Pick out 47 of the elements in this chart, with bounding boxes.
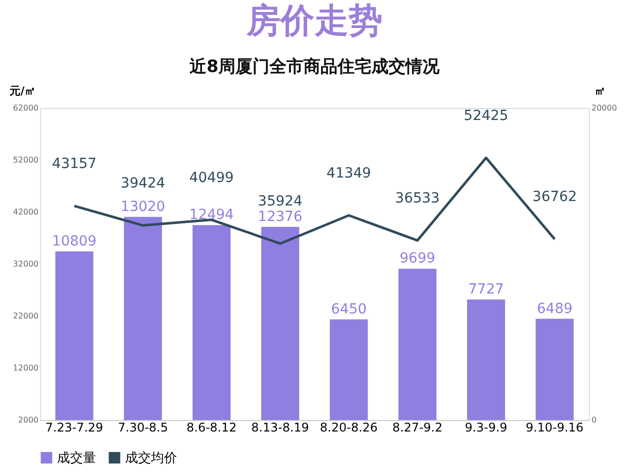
legend-label: 成交量 <box>57 450 96 466</box>
data-label: 41349 <box>326 165 372 182</box>
x-tick-label: 8.6-8.12 <box>186 420 237 434</box>
data-label: 7727 <box>468 281 504 298</box>
x-tick-label: 8.20-8.26 <box>320 420 378 434</box>
data-label: 43157 <box>52 156 97 172</box>
data-label: 36533 <box>395 190 440 206</box>
x-tick-label: 9.10-9.16 <box>526 420 584 434</box>
data-label: 6450 <box>330 301 367 318</box>
data-label: 40499 <box>189 170 234 186</box>
x-tick-label: 8.13-8.19 <box>251 420 310 434</box>
data-label: 9699 <box>400 250 436 267</box>
data-label: 10809 <box>52 233 97 250</box>
data-label: 36762 <box>532 189 577 206</box>
bar <box>124 216 162 420</box>
y-tick-label: 12000 <box>13 364 38 372</box>
data-label: 39424 <box>120 175 166 192</box>
legend-label: 成交均价 <box>125 450 177 466</box>
bar <box>55 251 94 420</box>
bar <box>330 319 368 420</box>
bar <box>467 299 506 420</box>
data-label: 35924 <box>258 194 303 210</box>
data-label: 12494 <box>189 207 234 224</box>
x-tick-label: 8.27-9.2 <box>392 420 443 434</box>
data-label: 12376 <box>258 208 303 225</box>
y2-tick-label: 0 <box>592 416 597 424</box>
chart-subtitle: 近8周厦门全市商品住宅成交情况 <box>188 57 440 77</box>
y2-tick-label: 20000 <box>592 104 617 112</box>
y-tick-label: 62000 <box>13 104 38 112</box>
x-tick-label: 7.23-7.29 <box>45 420 104 434</box>
chart-title: 房价走势 <box>246 1 382 41</box>
y-tick-label: 32000 <box>13 260 38 268</box>
bar <box>536 318 574 420</box>
bar <box>192 225 231 420</box>
y-tick-label: 22000 <box>13 312 38 320</box>
x-tick-label: 9.3-9.9 <box>464 420 508 434</box>
y-axis-title: 元/㎡ <box>8 84 36 98</box>
data-label: 52425 <box>464 108 508 124</box>
data-label: 6489 <box>536 300 573 317</box>
x-tick-label: 7.30-8.5 <box>118 420 168 434</box>
bar <box>398 268 436 420</box>
y-tick-label: 42000 <box>13 208 38 216</box>
y-tick-label: 2000 <box>18 416 38 424</box>
y2-axis-title: ㎡ <box>594 84 606 98</box>
data-label: 13020 <box>120 198 166 215</box>
y-tick-label: 52000 <box>13 156 38 164</box>
bar <box>261 226 300 420</box>
